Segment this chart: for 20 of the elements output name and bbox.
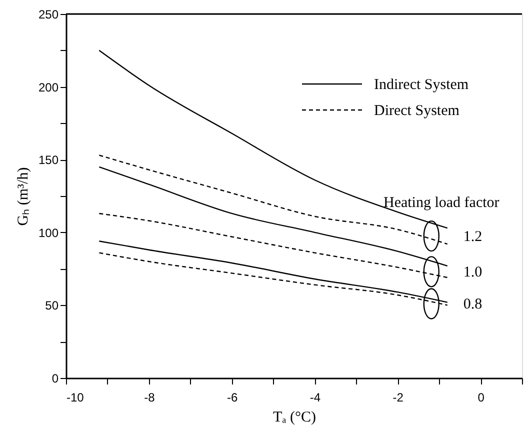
x-tick-label: -4 [310, 390, 321, 404]
annotation: 1.2 [463, 229, 482, 246]
x-tick-label: -6 [226, 390, 238, 404]
legend-label: Indirect System [374, 77, 469, 93]
y-tick-label: 50 [45, 298, 59, 313]
y-tick-label: 150 [38, 153, 59, 168]
x-tick-label: -2 [392, 390, 404, 404]
y-tick-label: 200 [38, 80, 59, 94]
legend-label: Direct System [374, 103, 460, 119]
x-tick-label: -10 [66, 390, 84, 404]
x-tick-label: 0 [478, 390, 485, 404]
annotation: 0.8 [463, 296, 482, 313]
annotation: Heating load factor [383, 195, 500, 212]
x-tick-label: -8 [144, 390, 156, 404]
y-tick-label: 0 [52, 372, 59, 386]
x-axis-title: Tₐ (°C) [272, 410, 316, 426]
y-tick-label: 100 [38, 226, 59, 240]
annotation: 1.0 [463, 264, 482, 281]
y-axis-title: Gₕ (m³/h) [15, 167, 32, 226]
y-tick-label: 250 [38, 8, 59, 22]
